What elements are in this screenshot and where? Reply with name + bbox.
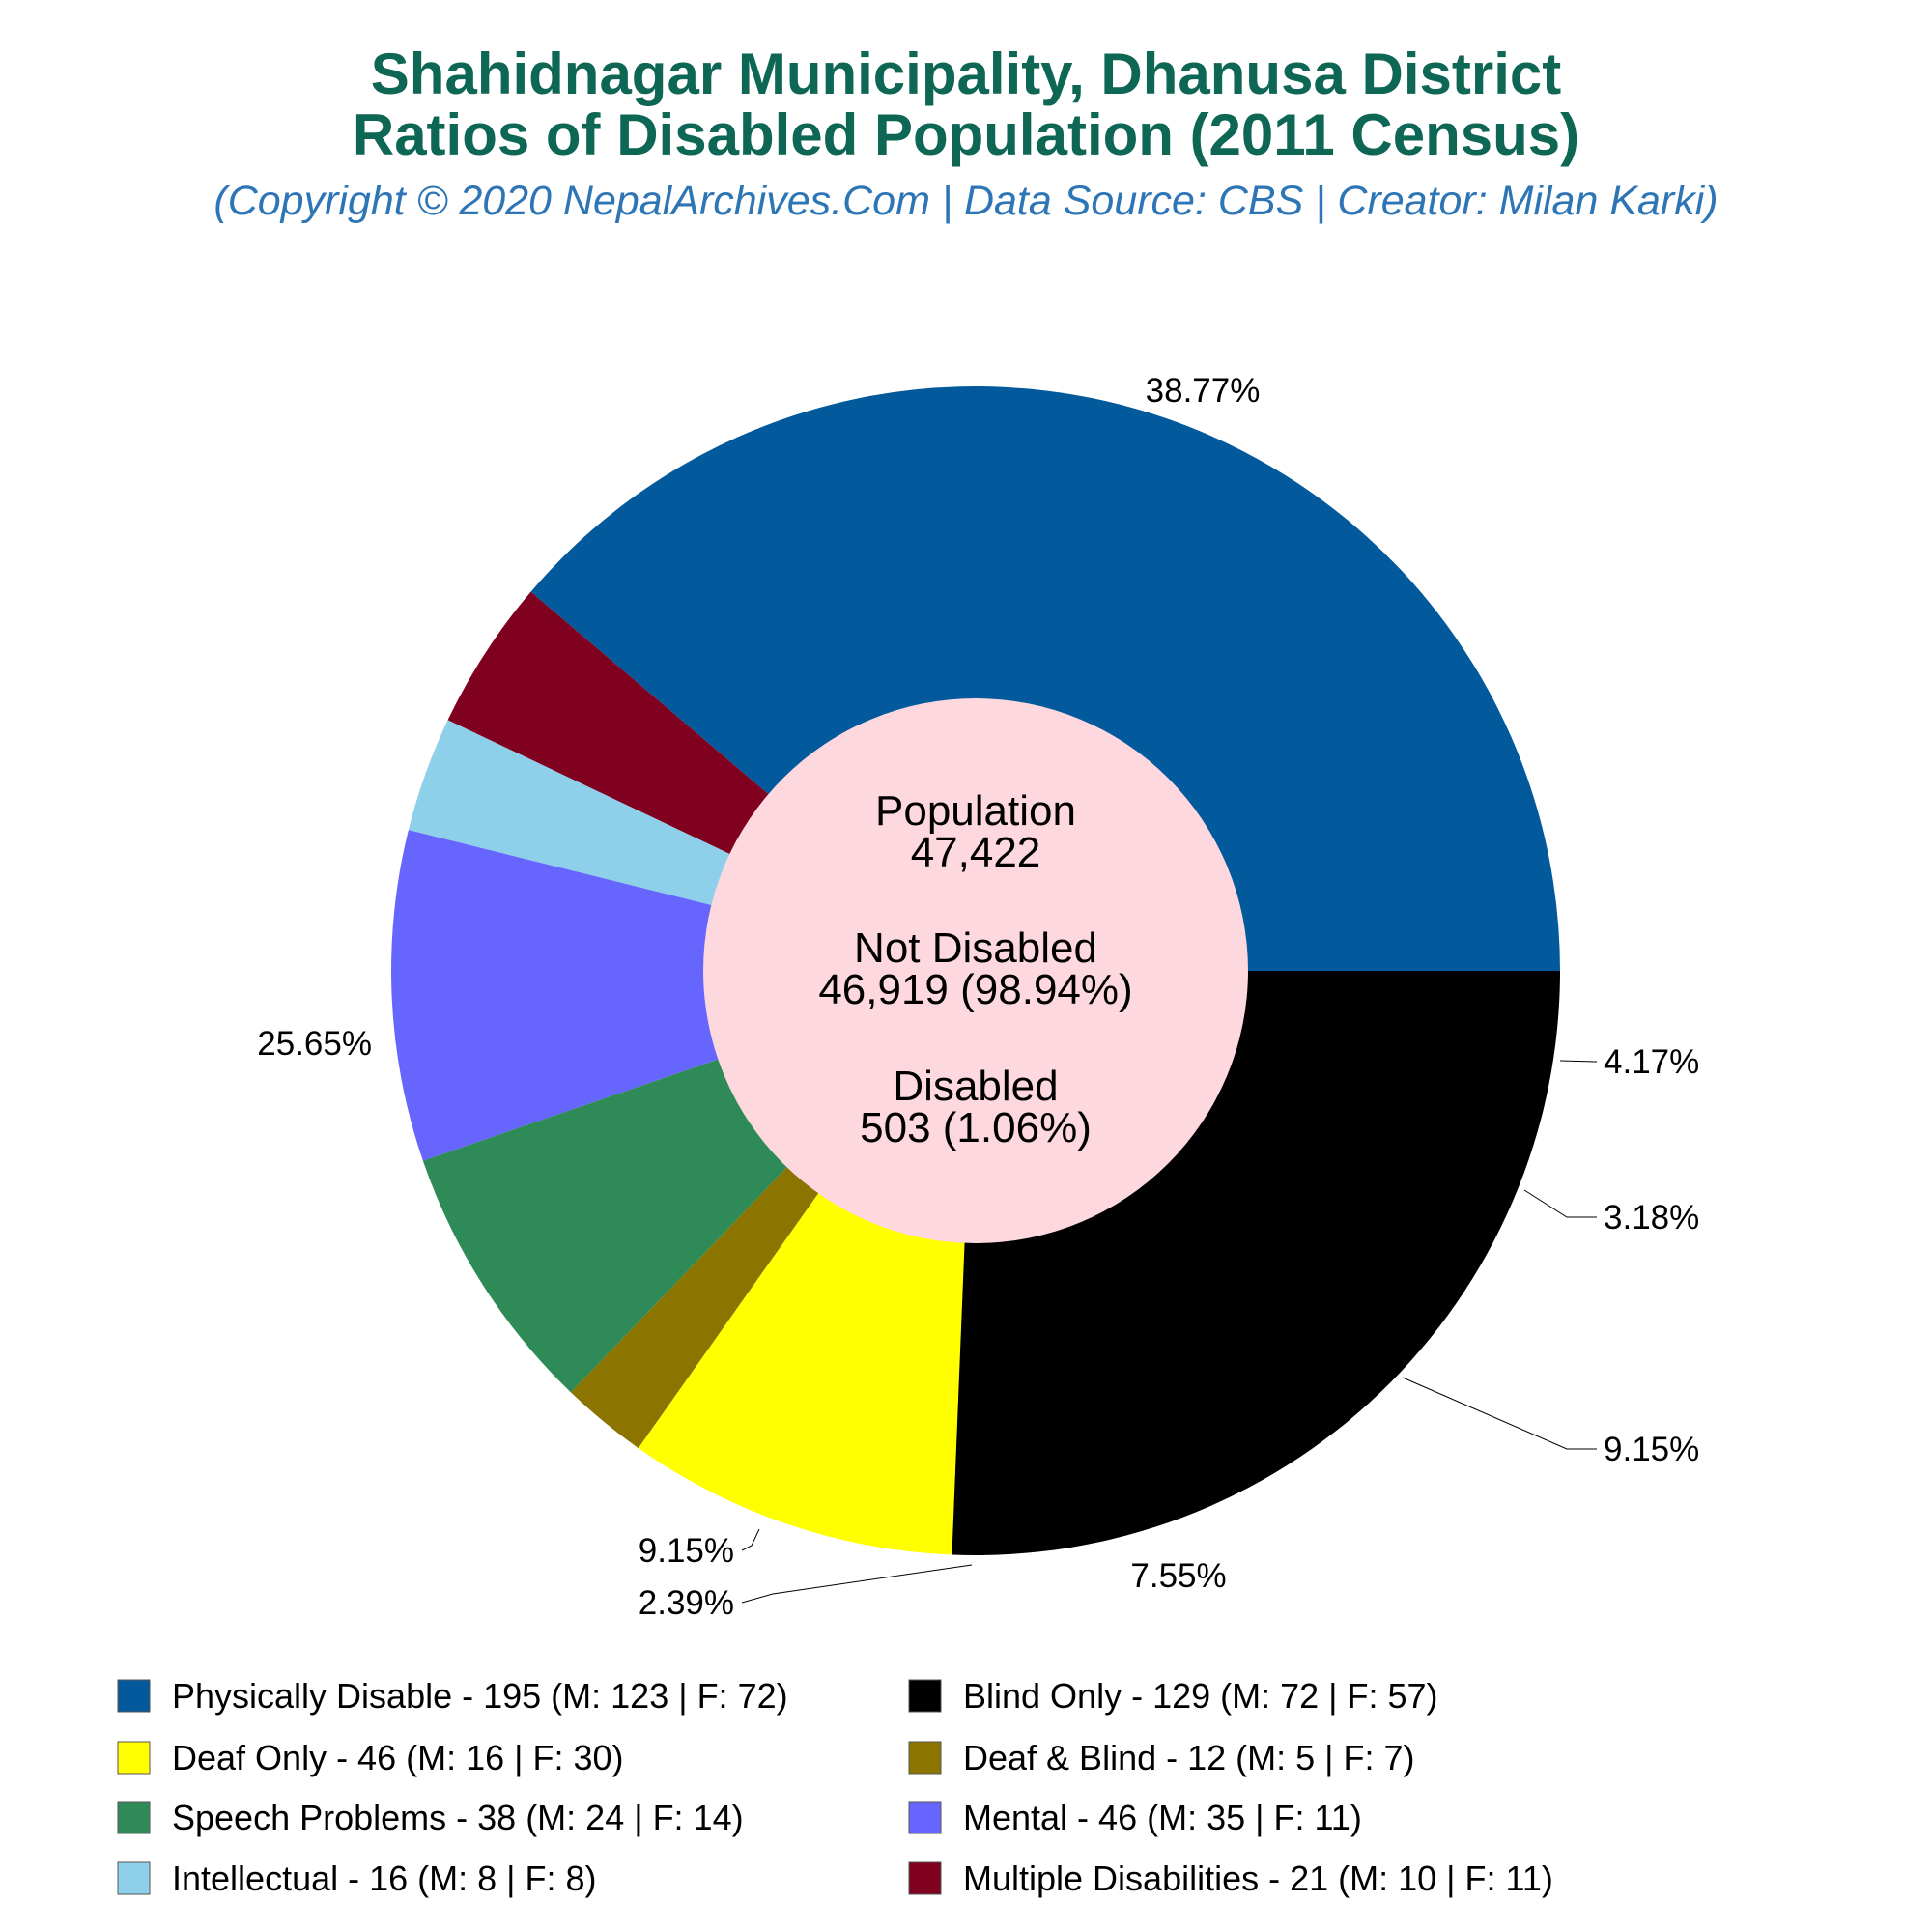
legend-label-mental: Mental - 46 (M: 35 | F: 11) <box>963 1798 1362 1837</box>
center-population-value: 47,422 <box>911 829 1041 876</box>
chart-title-line1: Shahidnagar Municipality, Dhanusa Distri… <box>371 42 1561 106</box>
legend-label-deaf-and-blind: Deaf & Blind - 12 (M: 5 | F: 7) <box>963 1738 1415 1777</box>
legend-label-intellectual: Intellectual - 16 (M: 8 | F: 8) <box>172 1859 597 1898</box>
percent-label-physically-disable: 38.77% <box>1146 372 1261 410</box>
percent-label-speech-problems: 7.55% <box>1130 1557 1226 1595</box>
percent-labels: 38.77% 4.17% 3.18% 9.15% 7.55% 2.39% 9.15% 25.6… <box>257 372 1699 1622</box>
percent-label-mental: 9.15% <box>1604 1431 1699 1468</box>
leader-line-multiple-disabilities <box>1559 1060 1598 1063</box>
percent-label-intellectual: 3.18% <box>1604 1199 1699 1236</box>
center-not-disabled-label: Not Disabled <box>854 924 1097 972</box>
legend-swatch-intellectual <box>117 1861 151 1895</box>
percent-label-multiple-disabilities: 4.17% <box>1604 1043 1699 1081</box>
percent-label-deaf-only: 9.15% <box>639 1532 734 1570</box>
legend-swatch-mental <box>908 1801 942 1834</box>
leader-line-deaf-and-blind <box>741 1564 973 1604</box>
legend-label-deaf-only: Deaf Only - 46 (M: 16 | F: 30) <box>172 1738 624 1777</box>
legend-label-multiple-disabilities: Multiple Disabilities - 21 (M: 10 | F: 1… <box>963 1859 1553 1898</box>
legend: Physically Disable - 195 (M: 123 | F: 72… <box>117 1676 1553 1898</box>
slice-physically-disable <box>530 386 1560 972</box>
legend-swatch-deaf-only <box>117 1741 151 1775</box>
center-disabled-label: Disabled <box>893 1063 1058 1110</box>
legend-label-blind-only: Blind Only - 129 (M: 72 | F: 57) <box>963 1676 1438 1716</box>
legend-label-physically-disable: Physically Disable - 195 (M: 123 | F: 72… <box>172 1676 788 1716</box>
legend-swatch-blind-only <box>908 1679 942 1713</box>
legend-label-speech-problems: Speech Problems - 38 (M: 24 | F: 14) <box>172 1798 744 1837</box>
slice-mental <box>391 830 976 1161</box>
center-not-disabled-value: 46,919 (98.94%) <box>818 966 1132 1013</box>
legend-swatch-multiple-disabilities <box>908 1861 942 1895</box>
leader-lines <box>741 1060 1598 1604</box>
center-disabled-value: 503 (1.06%) <box>860 1104 1092 1151</box>
chart-subtitle: (Copyright © 2020 NepalArchives.Com | Da… <box>213 178 1718 224</box>
chart-title-line2: Ratios of Disabled Population (2011 Cens… <box>353 102 1579 167</box>
leader-line-deaf-only <box>741 1528 760 1551</box>
legend-swatch-physically-disable <box>117 1679 151 1713</box>
leader-line-intellectual <box>1523 1189 1597 1218</box>
legend-swatch-deaf-and-blind <box>908 1741 942 1775</box>
legend-swatch-speech-problems <box>117 1801 151 1834</box>
percent-label-blind-only: 25.65% <box>257 1025 372 1063</box>
center-text: Population 47,422 Not Disabled 46,919 (9… <box>818 787 1132 1151</box>
center-disc <box>703 698 1248 1243</box>
leader-line-mental <box>1402 1377 1597 1450</box>
center-population-label: Population <box>875 787 1076 835</box>
percent-label-deaf-and-blind: 2.39% <box>639 1584 734 1622</box>
